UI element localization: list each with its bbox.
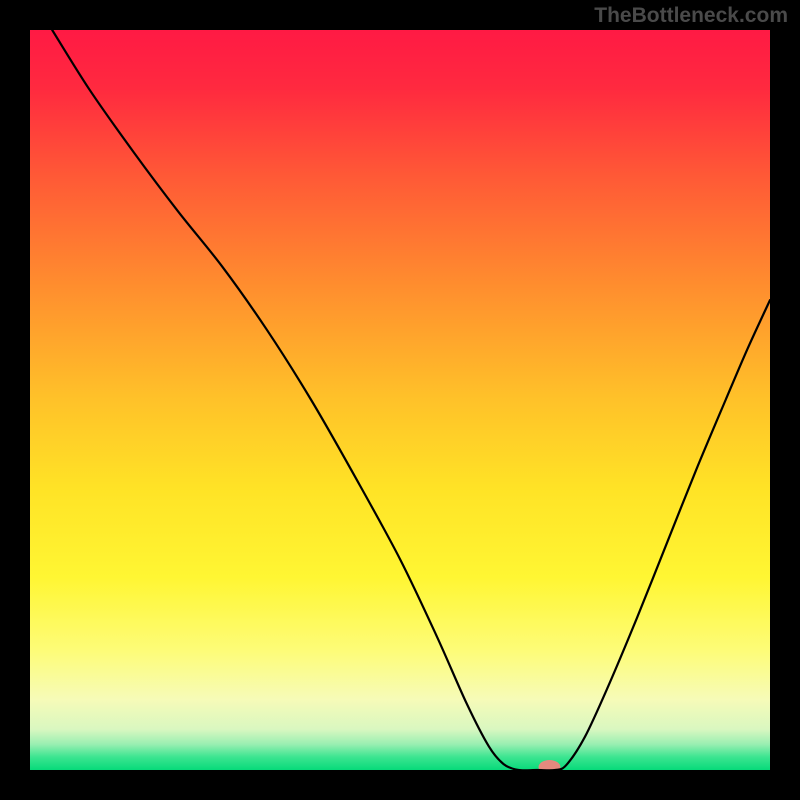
bottleneck-chart xyxy=(0,0,800,800)
watermark-text: TheBottleneck.com xyxy=(594,4,788,28)
chart-container: TheBottleneck.com xyxy=(0,0,800,800)
plot-area xyxy=(30,30,770,774)
gradient-background xyxy=(30,30,770,770)
